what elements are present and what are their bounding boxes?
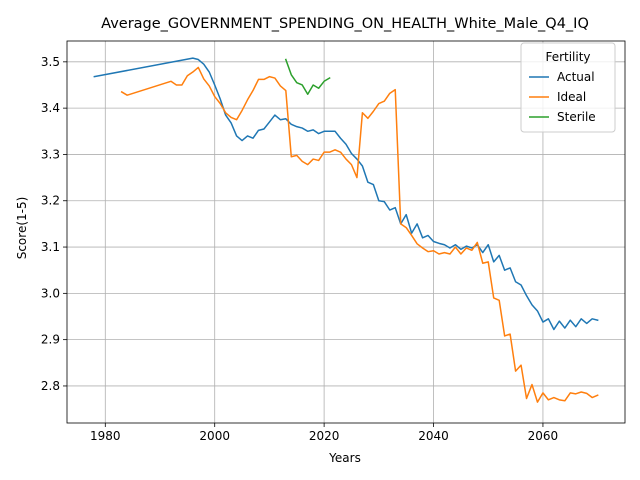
y-axis: 2.8 2.9 3.0 3.1 3.2 3.3 3.4 3.5 <box>41 55 67 393</box>
legend-box <box>520 42 616 133</box>
x-tick-label: 2060 <box>528 429 559 443</box>
y-axis-label: Score(1-5) <box>15 197 29 260</box>
y-tick-label: 2.9 <box>41 333 60 347</box>
legend-title: Fertility <box>545 50 590 64</box>
legend-label-sterile: Sterile <box>557 110 596 124</box>
x-tick-label: 2040 <box>418 429 449 443</box>
series-line-actual <box>93 57 599 331</box>
x-tick-label: 2000 <box>199 429 230 443</box>
x-tick-label: 1980 <box>90 429 121 443</box>
legend-label-ideal: Ideal <box>557 90 586 104</box>
y-tick-label: 3.1 <box>41 240 60 254</box>
y-tick-label: 3.2 <box>41 194 60 208</box>
series-lines <box>93 57 599 403</box>
legend-label-actual: Actual <box>557 70 595 84</box>
x-tick-label: 2020 <box>309 429 340 443</box>
y-tick-label: 3.0 <box>41 286 60 300</box>
x-axis: 1980 2000 2020 2040 2060 <box>90 423 558 443</box>
y-tick-label: 3.4 <box>41 101 60 115</box>
plot-frame <box>66 40 626 424</box>
y-tick-label: 3.3 <box>41 147 60 161</box>
legend: Fertility Actual Ideal Sterile <box>520 42 616 133</box>
series-line-sterile <box>284 58 331 95</box>
x-axis-label: Years <box>328 451 361 465</box>
series-line-ideal <box>120 66 599 403</box>
chart-title: Average_GOVERNMENT_SPENDING_ON_HEALTH_Wh… <box>101 16 589 32</box>
y-tick-label: 2.8 <box>41 379 60 393</box>
y-tick-label: 3.5 <box>41 55 60 69</box>
